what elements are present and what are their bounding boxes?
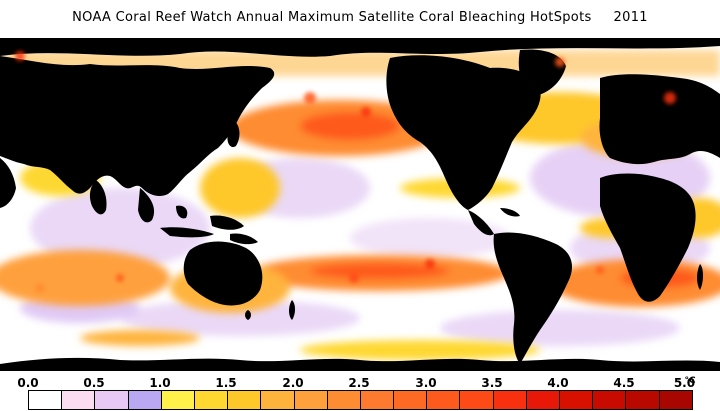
legend-unit: °C bbox=[684, 376, 696, 386]
legend-tick: 2.5 bbox=[348, 376, 370, 390]
land-masses bbox=[0, 38, 720, 371]
legend-tick-max: 5.0 °C bbox=[673, 376, 696, 390]
legend-swatch bbox=[29, 391, 63, 409]
legend-color-bar bbox=[28, 390, 693, 410]
legend-swatch bbox=[327, 391, 361, 409]
legend-tick: 0.5 bbox=[83, 376, 105, 390]
legend-swatch bbox=[593, 391, 627, 409]
title-text: NOAA Coral Reef Watch Annual Maximum Sat… bbox=[72, 10, 592, 25]
legend-swatch bbox=[493, 391, 527, 409]
legend-tick: 4.5 bbox=[613, 376, 635, 390]
legend-swatch bbox=[62, 391, 96, 409]
legend-swatch bbox=[360, 391, 395, 409]
legend-swatch bbox=[394, 391, 428, 409]
legend-swatch bbox=[626, 391, 660, 409]
legend-swatch bbox=[161, 391, 195, 409]
legend-swatch bbox=[560, 391, 594, 409]
legend-swatch bbox=[261, 391, 295, 409]
legend-swatch bbox=[460, 391, 494, 409]
legend-tick: 0.0 bbox=[17, 376, 39, 390]
legend-tick: 3.5 bbox=[481, 376, 503, 390]
legend-tick: 1.5 bbox=[215, 376, 237, 390]
legend-swatch bbox=[128, 391, 162, 409]
title-year: 2011 bbox=[613, 10, 648, 25]
legend-swatch bbox=[194, 391, 229, 409]
legend-tick: 3.0 bbox=[415, 376, 437, 390]
legend-swatch bbox=[228, 391, 262, 409]
legend-tick: 2.0 bbox=[282, 376, 304, 390]
legend-tick: 4.0 bbox=[547, 376, 569, 390]
hotspot-speckles bbox=[15, 51, 676, 293]
legend-tick-labels: 0.0 0.5 1.0 1.5 2.0 2.5 3.0 3.5 4.0 4.5 … bbox=[0, 376, 720, 390]
legend-swatch bbox=[659, 391, 693, 409]
legend-tick: 1.0 bbox=[149, 376, 171, 390]
map-title: NOAA Coral Reef Watch Annual Maximum Sat… bbox=[0, 10, 720, 25]
legend-swatch bbox=[294, 391, 328, 409]
legend-swatch bbox=[526, 391, 560, 409]
legend-swatch bbox=[427, 391, 461, 409]
world-hotspot-map bbox=[0, 38, 720, 371]
legend-swatch bbox=[95, 391, 129, 409]
